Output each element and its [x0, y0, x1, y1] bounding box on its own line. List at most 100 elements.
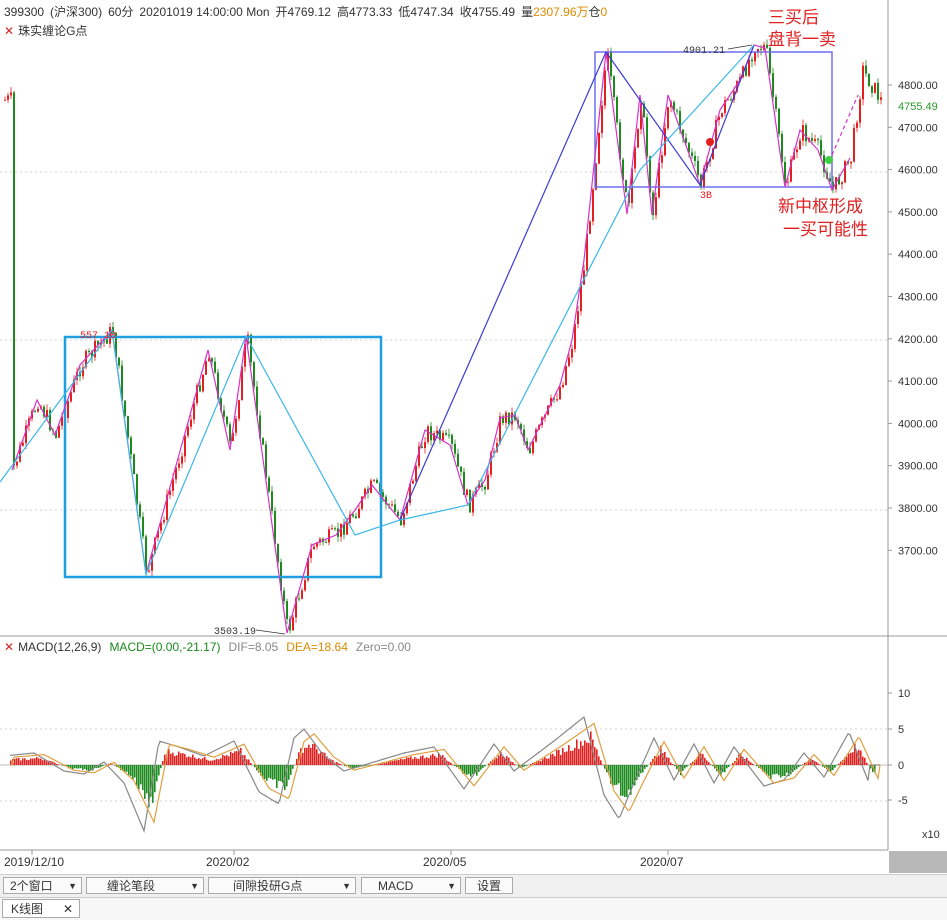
macd-bar — [234, 751, 236, 765]
candle-body — [691, 152, 693, 156]
macd-bar — [366, 765, 368, 766]
macd-bar — [800, 765, 802, 766]
macd-bar — [690, 763, 692, 765]
macd-bar — [470, 765, 472, 776]
candle-body — [292, 617, 294, 630]
candle-body — [730, 99, 732, 100]
candle-body — [397, 512, 399, 516]
macd-bar — [88, 765, 90, 771]
macd-bar — [764, 765, 766, 772]
candle-body — [694, 156, 696, 161]
candle-body — [589, 221, 591, 233]
macd-bar — [102, 765, 104, 766]
macd-bar — [778, 765, 780, 775]
macd-bar — [588, 743, 590, 765]
macd-bar — [390, 761, 392, 765]
candle-body — [865, 66, 867, 74]
candle-body — [178, 464, 180, 468]
macd-bar — [310, 748, 312, 765]
candle-body — [184, 436, 186, 457]
macd-bar — [584, 740, 586, 765]
label-3b: 3B — [700, 191, 712, 202]
candle-body — [775, 97, 777, 109]
macd-bar — [340, 764, 342, 765]
macd-bar — [590, 731, 592, 765]
macd-bar — [452, 764, 454, 765]
macd-bar — [406, 757, 408, 765]
candle-body — [637, 129, 639, 147]
macd-title: MACD(12,26,9) — [18, 640, 101, 654]
macd-bar — [552, 754, 554, 765]
tab-bar: K线图✕ — [0, 897, 947, 920]
macd-tick-label: 0 — [898, 760, 904, 772]
macd-bar — [18, 758, 20, 765]
candle-body — [13, 92, 15, 465]
gpoint-select[interactable]: 间隙投研G点▼ — [208, 877, 356, 894]
chevron-down-icon: ▼ — [190, 878, 199, 895]
macd-bar — [212, 760, 214, 765]
candle-body — [466, 490, 468, 495]
candle-body — [271, 491, 273, 511]
settings-button[interactable]: 设置 — [465, 877, 513, 894]
macd-bar — [186, 757, 188, 765]
candle-body — [772, 73, 774, 97]
candle-body — [88, 351, 90, 352]
macd-bar — [180, 753, 182, 765]
window-select[interactable]: 2个窗口▼ — [3, 877, 82, 894]
macd-bar — [114, 765, 116, 766]
tab-kline[interactable]: K线图✕ — [2, 899, 80, 918]
macd-tick-label: 10 — [898, 688, 910, 700]
macd-bar — [732, 763, 734, 765]
macd-bar — [598, 756, 600, 765]
candle-body — [352, 514, 354, 516]
chart-canvas[interactable]: 4800.004700.004600.004500.004400.004300.… — [0, 0, 947, 874]
candle-body — [562, 385, 564, 387]
candle-body — [22, 443, 24, 446]
macd-bar — [412, 759, 414, 765]
close-icon[interactable]: ✕ — [63, 900, 73, 919]
macd-bar — [818, 764, 820, 765]
candle-body — [820, 140, 822, 155]
candle-body — [451, 435, 453, 444]
macd-bar — [468, 765, 470, 774]
macd-bar — [40, 759, 42, 765]
macd-bar — [28, 760, 30, 765]
candle-body — [604, 70, 606, 105]
candle-body — [421, 447, 423, 449]
candle-body — [844, 161, 846, 182]
price-tick-label: 3700.00 — [898, 545, 938, 557]
zhongshu-box-right — [595, 52, 832, 187]
indicator-select[interactable]: MACD▼ — [361, 877, 461, 894]
macd-bar — [338, 763, 340, 765]
candle-body — [505, 412, 507, 422]
stroke-select[interactable]: 缠论笔段▼ — [86, 877, 204, 894]
macd-bar — [132, 765, 134, 780]
candle-body — [283, 591, 285, 601]
macd-bar — [20, 761, 22, 765]
macd-bar — [514, 764, 516, 765]
candle-body — [814, 139, 816, 141]
macd-bar — [620, 765, 622, 796]
macd-bar — [144, 765, 146, 799]
macd-bar — [524, 765, 526, 766]
candle-body — [856, 123, 858, 128]
macd-bar — [550, 754, 552, 765]
candle-body — [286, 601, 288, 619]
macd-bar — [142, 765, 144, 790]
candle-body — [139, 504, 141, 516]
scroll-thumb[interactable] — [889, 851, 947, 873]
candle-body — [874, 83, 876, 93]
macd-bar — [512, 762, 514, 765]
candle-body — [601, 105, 603, 133]
candle-body — [850, 162, 852, 164]
chevron-down-icon: ▼ — [342, 878, 351, 895]
candle-body — [868, 74, 870, 87]
macd-bar — [772, 765, 774, 774]
macd-bar — [146, 765, 148, 793]
macd-bar — [464, 765, 466, 774]
macd-bar — [70, 765, 72, 768]
macd-bar — [278, 765, 280, 781]
close-icon[interactable]: ✕ — [4, 640, 14, 654]
macd-bar — [214, 760, 216, 765]
macd-bar — [706, 760, 708, 765]
